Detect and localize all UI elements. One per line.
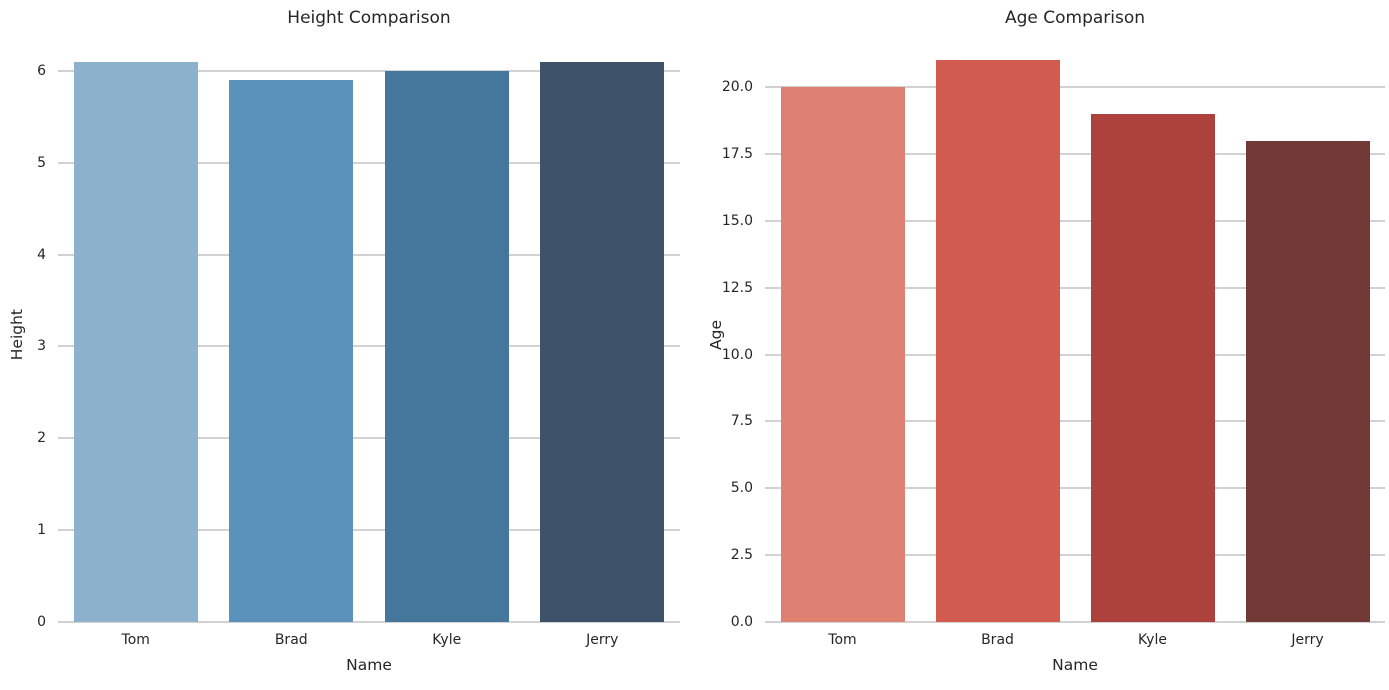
y-axis-label-height: Height: [6, 47, 28, 622]
y-tick-label: 2: [37, 430, 46, 447]
gridline: [765, 353, 1385, 356]
gridline: [765, 420, 1385, 423]
chart-title-height: Height Comparison: [287, 8, 451, 28]
gridline: [765, 152, 1385, 155]
x-axis-label-age: Name: [1052, 656, 1098, 674]
y-tick-label: 20.0: [721, 79, 753, 96]
x-tick-label-jerry: Jerry: [586, 632, 619, 648]
gridline: [765, 487, 1385, 490]
y-tick-label: 1: [37, 522, 46, 539]
gridline: [58, 621, 680, 623]
y-tick-label: 15.0: [721, 212, 753, 229]
bar-kyle: [1090, 113, 1215, 622]
gridline: [765, 621, 1385, 623]
gridline: [765, 219, 1385, 222]
bar-tom: [73, 61, 198, 622]
gridline: [58, 437, 680, 440]
age-chart: Age Comparison Age 0.0 2.5 5.0 7.5 10.0 12.5 1…: [694, 0, 1389, 690]
gridline: [58, 253, 680, 256]
y-tick-label: 6: [37, 62, 46, 79]
gridline: [58, 161, 680, 164]
y-tick-label: 7.5: [730, 413, 753, 430]
gridline: [58, 345, 680, 348]
y-axis-label-age: Age: [705, 47, 727, 622]
x-axis-label-height: Name: [346, 656, 392, 674]
y-tick-label: 17.5: [721, 145, 753, 162]
x-tick-label-tom: Tom: [828, 632, 857, 648]
y-tick-label: 10.0: [721, 346, 753, 363]
y-tick-label: 2.5: [730, 547, 753, 564]
gridline: [765, 286, 1385, 289]
y-axis-label-text: Height: [8, 308, 26, 361]
bar-brad: [935, 60, 1060, 622]
bar-brad: [229, 80, 354, 622]
x-tick-label-brad: Brad: [981, 632, 1014, 648]
x-tick-label-tom: Tom: [121, 632, 150, 648]
plot-area-height: 0 1 2 3 4 5 6 Tom Brad Kyle Jerry: [37, 47, 680, 648]
y-tick-label: 12.5: [721, 279, 753, 296]
gridline: [58, 69, 680, 72]
bar-jerry: [1245, 140, 1370, 622]
y-tick-label: 0: [37, 614, 46, 630]
chart-title-age: Age Comparison: [1004, 8, 1146, 28]
plot-area-age: 0.0 2.5 5.0 7.5 10.0 12.5 15.0 17.5 20.0 Tom Brad K…: [722, 47, 1385, 648]
bar-kyle: [384, 70, 509, 622]
y-tick-label: 5.0: [730, 480, 753, 497]
x-tick-label-jerry: Jerry: [1291, 632, 1324, 648]
y-tick-label: 0.0: [730, 614, 753, 630]
bar-jerry: [540, 61, 665, 622]
gridline: [765, 86, 1385, 89]
y-tick-label: 4: [37, 246, 46, 263]
y-tick-label: 5: [37, 154, 46, 171]
height-chart: Height Comparison Height 0 1 2 3 4 5 6 Tom Brad K…: [0, 0, 694, 690]
gridline: [58, 529, 680, 532]
gridline: [765, 554, 1385, 557]
x-tick-label-kyle: Kyle: [432, 632, 462, 648]
bar-tom: [780, 87, 905, 622]
x-tick-label-brad: Brad: [274, 632, 308, 648]
x-tick-label-kyle: Kyle: [1138, 632, 1167, 648]
y-tick-label: 3: [37, 338, 46, 355]
